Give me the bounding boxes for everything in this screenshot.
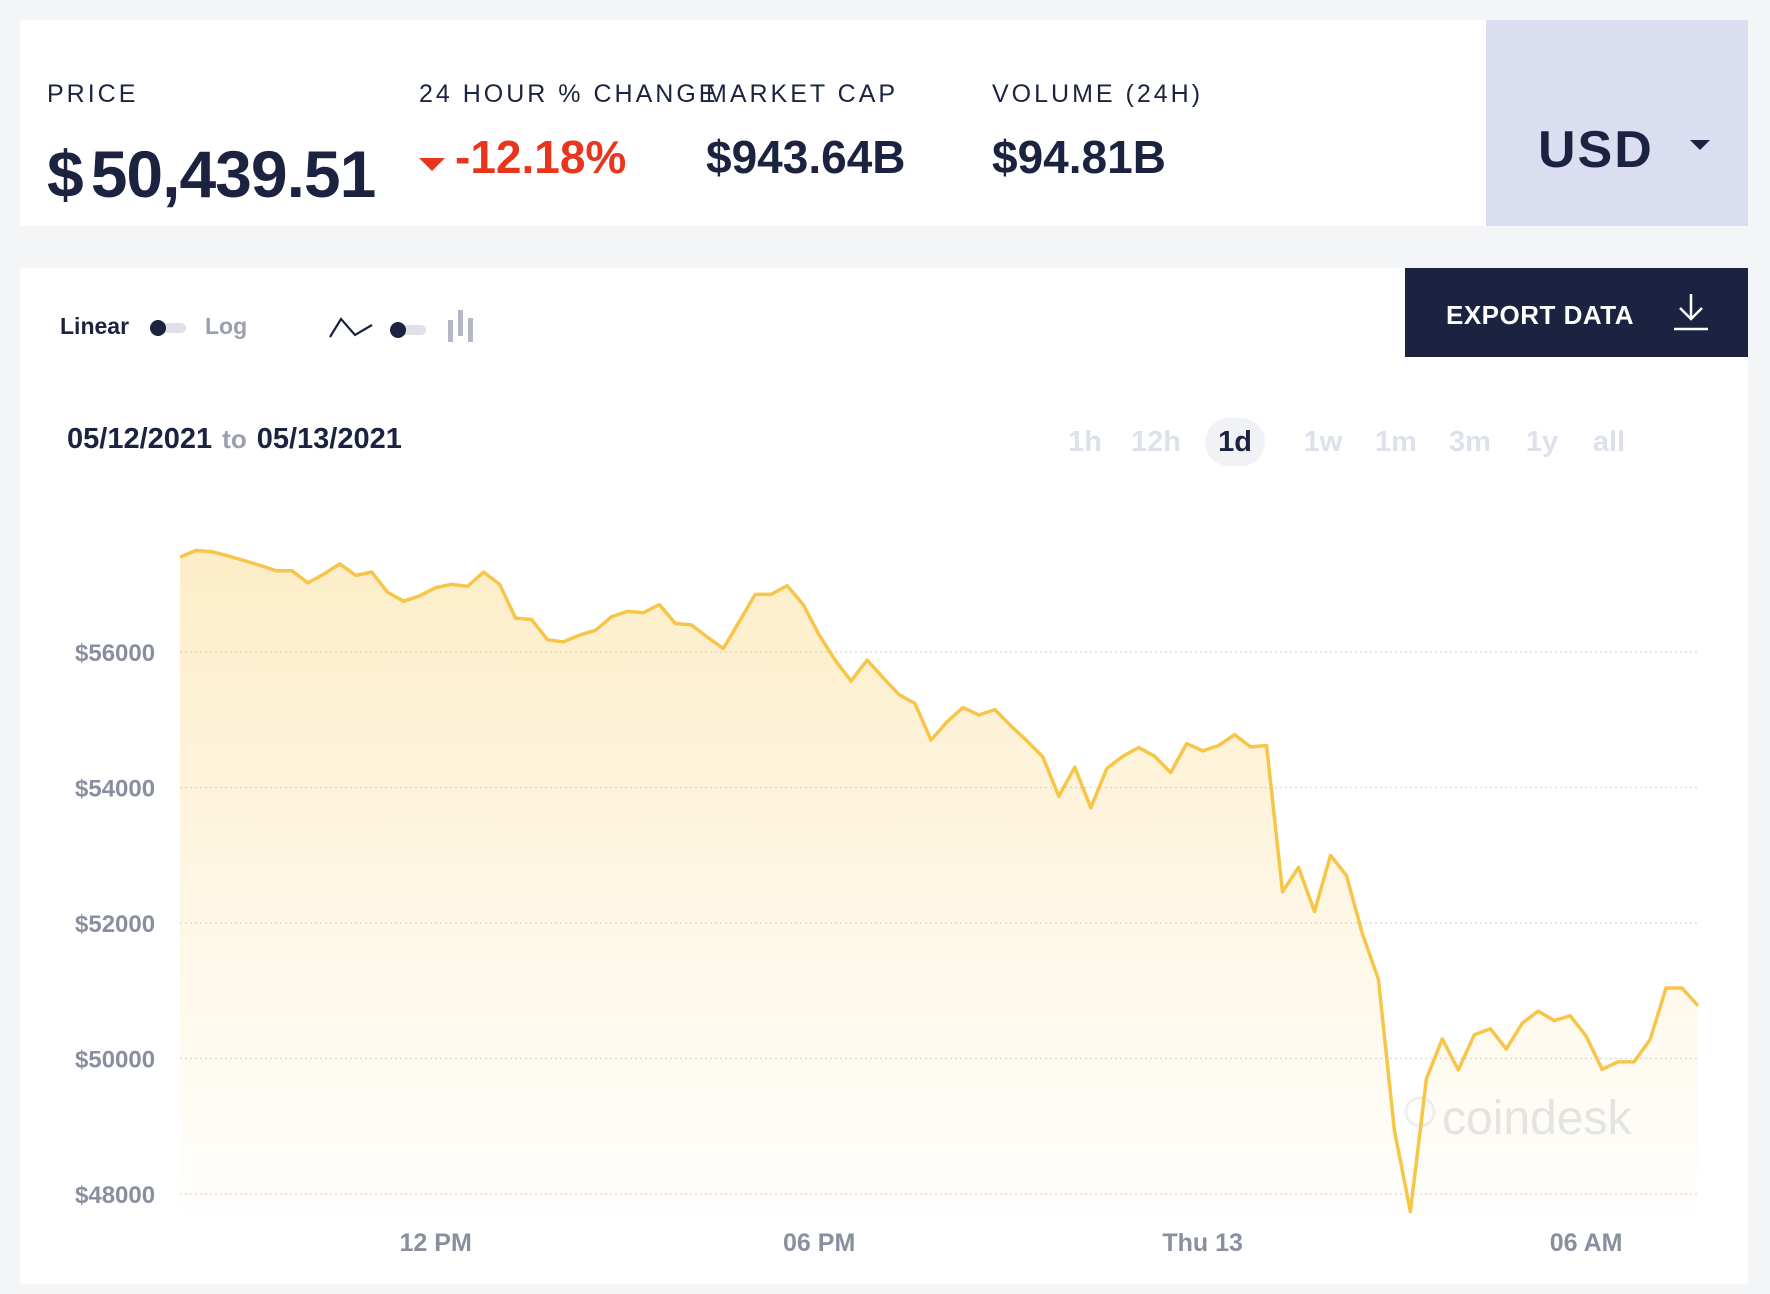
- y-tick-label: $54000: [75, 776, 155, 803]
- chart-type-switch-knob: [390, 322, 406, 338]
- price-amount: 50,439.51: [90, 137, 377, 211]
- change-label: 24 HOUR % CHANGE: [419, 80, 719, 108]
- scale-linear-option[interactable]: Linear: [60, 313, 130, 339]
- chart-type-toggle: [328, 308, 478, 344]
- line-chart-icon[interactable]: [328, 313, 374, 341]
- date-to-word: to: [222, 424, 247, 454]
- price-area: [180, 550, 1698, 1212]
- x-axis: 12 PM 06 PM Thu 13 06 AM: [400, 1229, 1623, 1257]
- y-axis: $48000 $50000 $52000 $54000 $56000: [75, 640, 155, 1209]
- price-line: [179, 548, 1700, 1214]
- range-1w[interactable]: 1w: [1303, 426, 1343, 458]
- range-1d[interactable]: 1d: [1205, 418, 1265, 466]
- export-data-label: EXPORT DATA: [1446, 300, 1634, 330]
- scale-switch-knob: [150, 320, 166, 336]
- down-arrow-icon: [419, 158, 445, 172]
- y-tick-label: $52000: [75, 911, 155, 938]
- range-all[interactable]: all: [1592, 426, 1626, 458]
- volume-label: VOLUME (24H): [992, 80, 1204, 108]
- change-amount: -12.18%: [455, 131, 627, 183]
- price-value: $50,439.51: [47, 136, 377, 212]
- range-1m[interactable]: 1m: [1375, 426, 1417, 458]
- currency-selector[interactable]: USD: [1486, 20, 1748, 226]
- market-cap-value: $943.64B: [706, 131, 906, 183]
- time-range-selector: 1h 12h 1d 1w 1m 3m 1y all: [1055, 418, 1705, 468]
- scale-switch[interactable]: [150, 320, 186, 336]
- x-tick-label: Thu 13: [1162, 1229, 1243, 1257]
- date-to[interactable]: 05/13/2021: [256, 423, 402, 455]
- y-tick-label: $48000: [75, 1182, 155, 1209]
- range-1h[interactable]: 1h: [1068, 426, 1102, 458]
- date-from[interactable]: 05/12/2021: [67, 423, 213, 455]
- change-value: -12.18%: [419, 130, 626, 184]
- x-tick-label: 06 PM: [783, 1229, 855, 1257]
- date-range: 05/12/2021 to 05/13/2021: [67, 423, 402, 456]
- y-tick-label: $56000: [75, 640, 155, 667]
- y-tick-label: $50000: [75, 1047, 155, 1074]
- chart-type-switch[interactable]: [390, 322, 426, 338]
- currency-label: USD: [1538, 121, 1654, 179]
- price-currency-symbol: $: [47, 137, 84, 211]
- candlestick-chart-icon[interactable]: [446, 308, 476, 344]
- x-tick-label: 12 PM: [400, 1229, 472, 1257]
- range-3m[interactable]: 3m: [1449, 426, 1491, 458]
- market-cap-label: MARKET CAP: [706, 80, 899, 108]
- x-tick-label: 06 AM: [1550, 1229, 1623, 1257]
- stats-bar: PRICE $50,439.51 24 HOUR % CHANGE -12.18…: [20, 20, 1748, 226]
- volume-value: $94.81B: [992, 131, 1166, 183]
- price-label: PRICE: [47, 80, 139, 108]
- range-1y[interactable]: 1y: [1525, 426, 1559, 458]
- scale-log-option[interactable]: Log: [205, 313, 248, 339]
- range-12h[interactable]: 12h: [1131, 426, 1181, 458]
- export-data-button[interactable]: EXPORT DATA: [1405, 268, 1748, 357]
- caret-down-icon: [1690, 140, 1710, 150]
- download-icon: [1674, 294, 1708, 331]
